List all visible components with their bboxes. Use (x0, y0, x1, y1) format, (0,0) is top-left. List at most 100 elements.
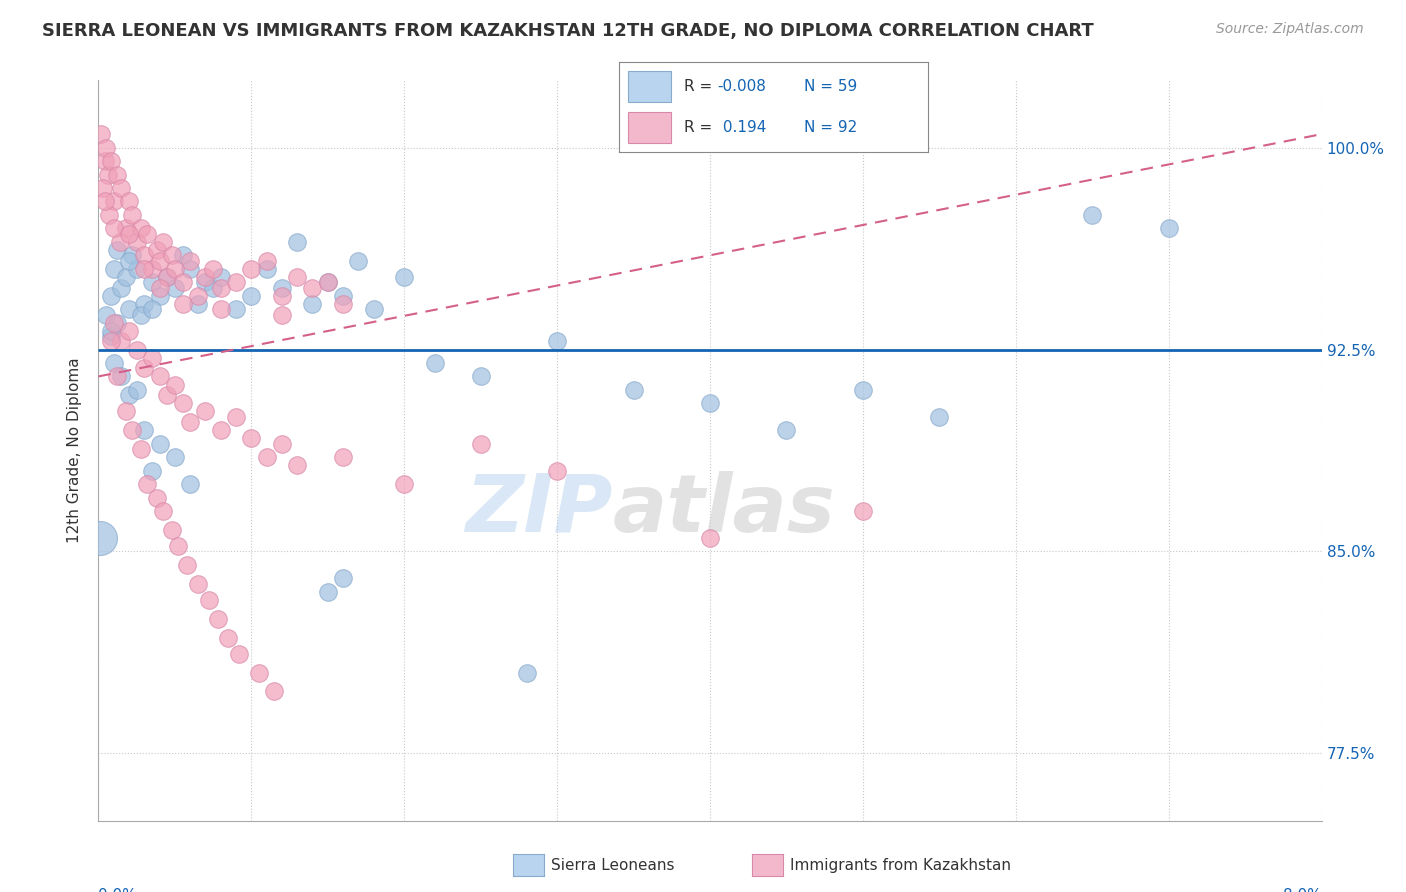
Point (301, 297, 323, 311)
Text: ZIP: ZIP (465, 471, 612, 549)
Point (187, 576, 209, 591)
Point (100, 154, 122, 169)
Point (110, 369, 132, 384)
Point (332, 288, 354, 302)
Point (125, 343, 148, 357)
Point (775, 423, 797, 437)
Text: N = 59: N = 59 (804, 79, 858, 94)
Point (91, 181, 114, 195)
Point (240, 288, 263, 302)
Point (256, 450, 278, 465)
Point (209, 280, 232, 294)
Point (270, 308, 294, 322)
Point (103, 261, 125, 276)
Point (100, 329, 122, 343)
Point (623, 383, 645, 397)
Point (270, 288, 294, 302)
Point (129, 221, 152, 235)
Text: atlas: atlas (612, 471, 835, 549)
Point (225, 275, 247, 289)
Point (160, 523, 183, 537)
Point (149, 253, 172, 268)
Point (225, 409, 247, 424)
Point (115, 269, 138, 284)
Point (134, 423, 156, 437)
Point (93, 194, 115, 209)
Point (110, 334, 132, 349)
Point (163, 280, 186, 294)
Point (100, 324, 122, 338)
Text: R =: R = (683, 120, 717, 135)
Point (121, 208, 143, 222)
Point (103, 356, 125, 370)
Point (118, 388, 141, 402)
Point (160, 248, 183, 262)
Point (332, 297, 354, 311)
Text: -0.008: -0.008 (717, 79, 766, 94)
Point (316, 275, 339, 289)
Point (156, 388, 179, 402)
Text: N = 92: N = 92 (804, 120, 858, 135)
Point (392, 477, 416, 491)
Point (103, 316, 125, 330)
Text: 8.0%: 8.0% (1282, 888, 1322, 892)
Point (546, 334, 568, 349)
Text: Source: ZipAtlas.com: Source: ZipAtlas.com (1216, 22, 1364, 37)
Point (285, 235, 308, 249)
Point (145, 243, 167, 257)
Point (179, 477, 201, 491)
Point (105, 168, 128, 182)
Point (136, 477, 159, 491)
Point (134, 297, 156, 311)
Text: SIERRA LEONEAN VS IMMIGRANTS FROM KAZAKHSTAN 12TH GRADE, NO DIPLOMA CORRELATION : SIERRA LEONEAN VS IMMIGRANTS FROM KAZAKH… (42, 22, 1094, 40)
Point (187, 288, 209, 302)
Point (176, 558, 198, 572)
Point (134, 361, 156, 376)
Point (228, 647, 250, 661)
Point (121, 248, 143, 262)
Point (149, 280, 172, 294)
Point (163, 450, 186, 465)
Point (392, 269, 416, 284)
Point (247, 665, 270, 680)
Point (134, 248, 156, 262)
Point (152, 504, 174, 518)
Bar (628, 112, 671, 143)
Point (316, 275, 339, 289)
Point (285, 269, 308, 284)
Point (209, 269, 232, 284)
Point (105, 243, 128, 257)
Point (470, 436, 492, 450)
Point (187, 297, 209, 311)
Point (125, 235, 148, 249)
Point (118, 253, 141, 268)
Point (179, 261, 201, 276)
Text: Sierra Leoneans: Sierra Leoneans (551, 858, 675, 872)
Point (928, 409, 950, 424)
Point (194, 269, 217, 284)
Point (256, 261, 278, 276)
Point (197, 593, 219, 607)
Point (515, 665, 537, 680)
Point (108, 235, 131, 249)
Point (98, 208, 121, 222)
Point (363, 302, 385, 317)
Point (118, 324, 141, 338)
Point (115, 221, 138, 235)
Point (202, 261, 225, 276)
Point (285, 458, 308, 473)
Point (141, 351, 163, 365)
Point (167, 539, 190, 553)
Point (1081, 208, 1104, 222)
Point (97, 168, 120, 182)
Point (172, 396, 194, 410)
Point (172, 297, 194, 311)
Point (546, 464, 568, 478)
Point (217, 631, 239, 645)
Point (240, 431, 263, 445)
Text: 0.194: 0.194 (717, 120, 766, 135)
Point (163, 377, 186, 392)
Point (179, 415, 201, 429)
Point (699, 396, 721, 410)
Point (470, 369, 492, 384)
